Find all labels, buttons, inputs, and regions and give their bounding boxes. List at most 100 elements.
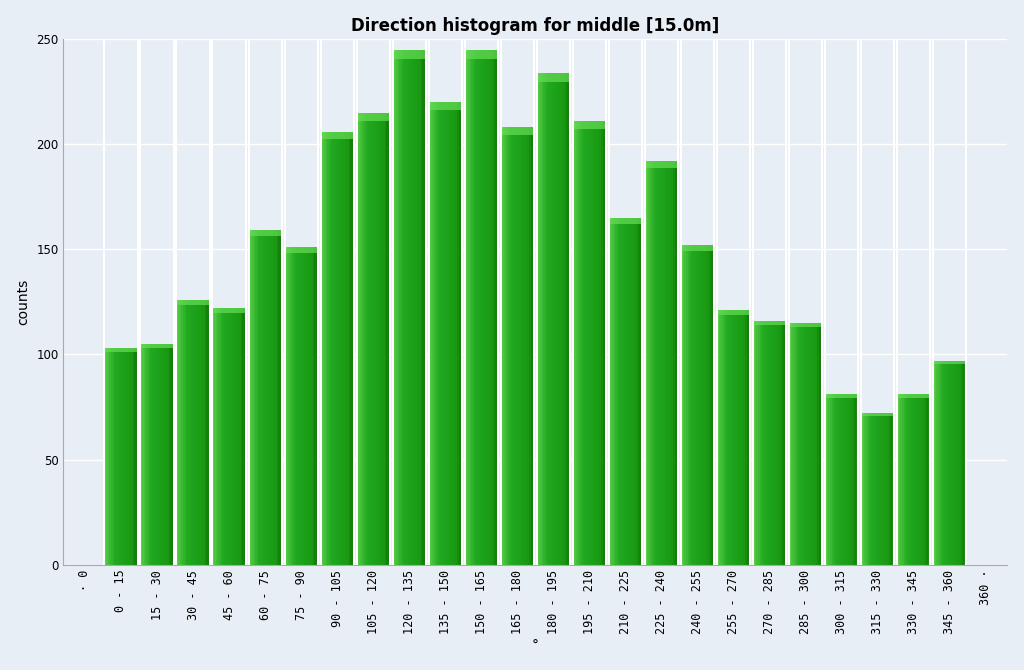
Bar	[255, 230, 257, 565]
Bar	[385, 113, 386, 565]
Bar	[176, 299, 178, 565]
Bar	[891, 413, 893, 565]
Bar	[629, 218, 631, 565]
Bar	[626, 218, 627, 565]
Bar	[222, 308, 224, 565]
Bar	[819, 323, 820, 565]
Bar	[746, 310, 749, 565]
Bar	[267, 230, 268, 565]
Bar	[692, 245, 694, 565]
Bar	[640, 218, 642, 565]
X-axis label: °: °	[531, 639, 539, 653]
Bar	[476, 50, 478, 565]
Bar	[530, 127, 532, 565]
Bar	[151, 344, 152, 565]
Bar	[683, 245, 684, 565]
Bar	[758, 321, 760, 565]
Bar	[341, 131, 342, 565]
Bar	[706, 245, 708, 565]
Bar	[329, 131, 331, 565]
Bar	[781, 321, 782, 565]
Bar	[603, 121, 604, 565]
Bar	[378, 113, 380, 565]
Bar	[893, 413, 894, 565]
Bar	[956, 360, 958, 565]
Bar	[527, 127, 529, 565]
Bar	[492, 50, 493, 565]
Bar	[782, 321, 784, 565]
Bar	[129, 348, 131, 565]
Bar	[262, 230, 263, 565]
Bar	[176, 299, 210, 305]
Bar	[275, 230, 276, 565]
Bar	[965, 360, 967, 565]
Bar	[637, 218, 639, 565]
Bar	[382, 113, 383, 565]
Bar	[126, 348, 128, 565]
Bar	[852, 395, 853, 565]
Bar	[954, 360, 956, 565]
Bar	[585, 121, 586, 565]
Bar	[451, 102, 452, 565]
Bar	[768, 321, 769, 565]
Bar	[344, 131, 345, 565]
Bar	[156, 344, 157, 565]
Bar	[316, 247, 317, 565]
Bar	[181, 299, 183, 565]
Bar	[962, 360, 963, 565]
Bar	[743, 310, 745, 565]
Bar	[406, 50, 408, 565]
Bar	[876, 413, 878, 565]
Bar	[276, 230, 279, 565]
Bar	[886, 413, 888, 565]
Bar	[817, 323, 819, 565]
Bar	[552, 72, 553, 565]
Bar	[687, 245, 689, 565]
Bar	[186, 299, 188, 565]
Bar	[946, 360, 948, 565]
Bar	[154, 344, 156, 565]
Bar	[299, 247, 301, 565]
Bar	[653, 161, 654, 565]
Bar	[650, 161, 651, 565]
Bar	[249, 230, 250, 565]
Bar	[188, 299, 189, 565]
Y-axis label: counts: counts	[16, 279, 31, 325]
Bar	[369, 113, 370, 565]
Bar	[108, 348, 110, 565]
Bar	[740, 310, 741, 565]
Bar	[478, 50, 479, 565]
Bar	[115, 348, 116, 565]
Bar	[159, 344, 161, 565]
Bar	[878, 413, 880, 565]
Bar	[257, 230, 258, 565]
Bar	[806, 323, 807, 565]
Bar	[916, 395, 919, 565]
Bar	[927, 395, 929, 565]
Bar	[456, 102, 457, 565]
Bar	[905, 395, 907, 565]
Bar	[336, 131, 337, 565]
Bar	[509, 127, 511, 565]
Bar	[667, 161, 668, 565]
Bar	[148, 344, 151, 565]
Bar	[280, 230, 282, 565]
Bar	[776, 321, 778, 565]
Bar	[733, 310, 735, 565]
Bar	[686, 245, 687, 565]
Bar	[128, 348, 129, 565]
Bar	[358, 113, 360, 565]
Bar	[730, 310, 732, 565]
Bar	[717, 310, 750, 315]
Bar	[238, 308, 239, 565]
Bar	[288, 247, 290, 565]
Bar	[380, 113, 382, 565]
Title: Direction histogram for middle [15.0m]: Direction histogram for middle [15.0m]	[351, 17, 720, 35]
Bar	[828, 395, 830, 565]
Bar	[388, 113, 390, 565]
Bar	[719, 310, 720, 565]
Bar	[241, 308, 243, 565]
Bar	[539, 72, 540, 565]
Bar	[352, 131, 353, 565]
Bar	[593, 121, 594, 565]
